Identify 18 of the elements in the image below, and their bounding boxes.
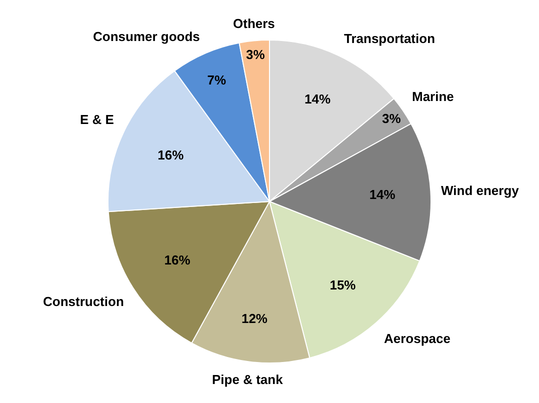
data-label: 12%	[241, 311, 268, 326]
data-label: 14%	[369, 186, 396, 202]
data-label: 14%	[304, 92, 331, 107]
slice-label: Construction	[43, 294, 124, 309]
slice-label: Aerospace	[384, 331, 450, 346]
data-label: 15%	[330, 277, 356, 292]
slice-label: Marine	[412, 89, 454, 104]
slice-label: Others	[233, 16, 275, 31]
slice-label: Transportation	[344, 31, 436, 46]
data-label: 7%	[207, 72, 226, 88]
data-label: 3%	[382, 111, 402, 126]
data-label: 16%	[158, 148, 184, 163]
slice-label: Wind energy	[441, 183, 520, 198]
slice-label: Pipe & tank	[212, 372, 284, 387]
data-label: 16%	[164, 252, 191, 268]
slice-label: E & E	[80, 112, 114, 127]
slice-label: Consumer goods	[93, 29, 200, 44]
data-label: 3%	[246, 47, 266, 62]
